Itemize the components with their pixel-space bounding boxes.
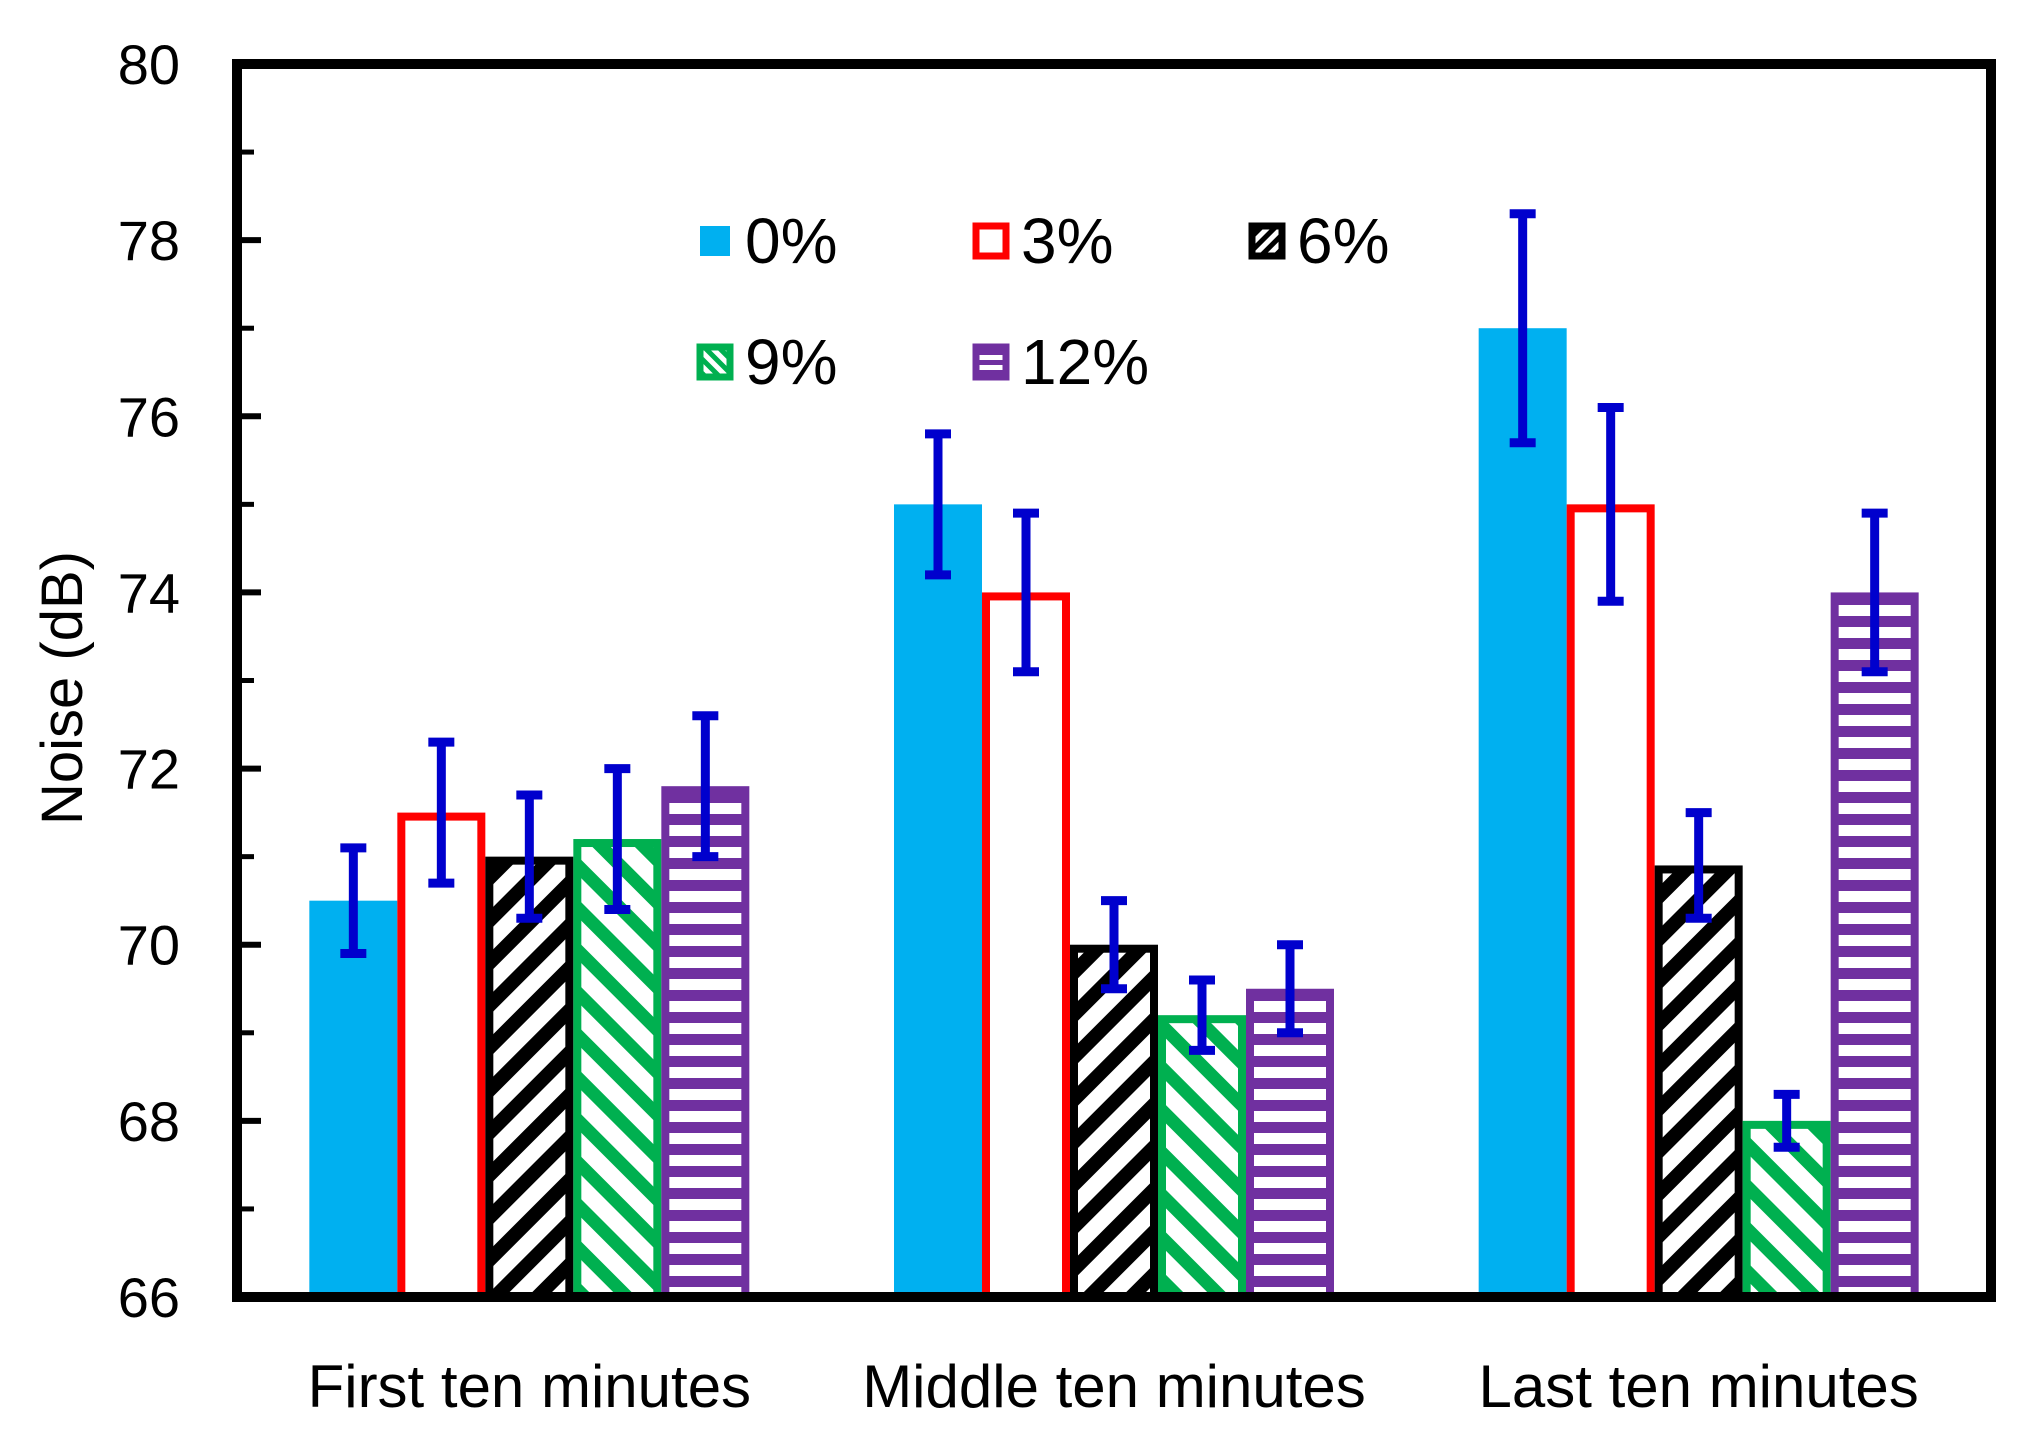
bar bbox=[1830, 592, 1919, 1301]
legend: 0% 3% 6% 9% 12% bbox=[696, 205, 1390, 398]
bar bbox=[894, 504, 982, 1297]
plot-frame bbox=[232, 59, 1996, 1302]
bar bbox=[1246, 988, 1334, 1301]
legend-swatch bbox=[700, 226, 730, 256]
y-axis-title: Noise (dB) bbox=[30, 551, 95, 825]
y-axis: 66 68 70 72 74 76 78 80 bbox=[118, 33, 261, 1329]
legend-swatch bbox=[1248, 222, 1286, 260]
x-axis: First ten minutes Middle ten minutes Last … bbox=[308, 1353, 1919, 1420]
bar bbox=[1070, 944, 1158, 1301]
bars bbox=[309, 328, 1919, 1302]
legend-label: 6% bbox=[1297, 205, 1390, 277]
legend-label: 3% bbox=[1021, 205, 1114, 277]
x-category-label: Last ten minutes bbox=[1479, 1353, 1919, 1420]
legend-item: 3% bbox=[972, 205, 1114, 277]
legend-label: 12% bbox=[1021, 326, 1149, 398]
legend-swatch bbox=[972, 222, 1010, 260]
bar bbox=[1654, 865, 1743, 1301]
bar bbox=[309, 900, 398, 1297]
legend-item: 0% bbox=[700, 205, 838, 277]
y-tick-label: 78 bbox=[118, 209, 180, 272]
y-tick-label: 68 bbox=[118, 1090, 180, 1153]
y-tick-label: 74 bbox=[118, 561, 180, 624]
bar bbox=[1478, 328, 1567, 1297]
bar bbox=[1158, 1015, 1246, 1302]
error-bars bbox=[340, 209, 1888, 1152]
y-tick-label: 70 bbox=[118, 914, 180, 977]
legend-item: 9% bbox=[696, 326, 838, 398]
x-category-label: First ten minutes bbox=[308, 1353, 751, 1420]
y-tick-label: 80 bbox=[118, 33, 180, 96]
legend-item: 12% bbox=[972, 326, 1149, 398]
legend-item: 6% bbox=[1248, 205, 1390, 277]
legend-label: 9% bbox=[745, 326, 838, 398]
y-tick-label: 72 bbox=[118, 738, 180, 801]
x-category-label: Middle ten minutes bbox=[862, 1353, 1366, 1420]
bar bbox=[485, 856, 574, 1302]
y-tick-label: 76 bbox=[118, 385, 180, 448]
legend-swatch bbox=[696, 343, 734, 381]
bar bbox=[661, 786, 750, 1302]
legend-swatch bbox=[972, 343, 1010, 381]
bar bbox=[397, 812, 486, 1301]
legend-label: 0% bbox=[745, 205, 838, 277]
bar bbox=[1566, 504, 1655, 1302]
y-tick-label: 66 bbox=[118, 1266, 180, 1329]
bar bbox=[982, 592, 1070, 1301]
